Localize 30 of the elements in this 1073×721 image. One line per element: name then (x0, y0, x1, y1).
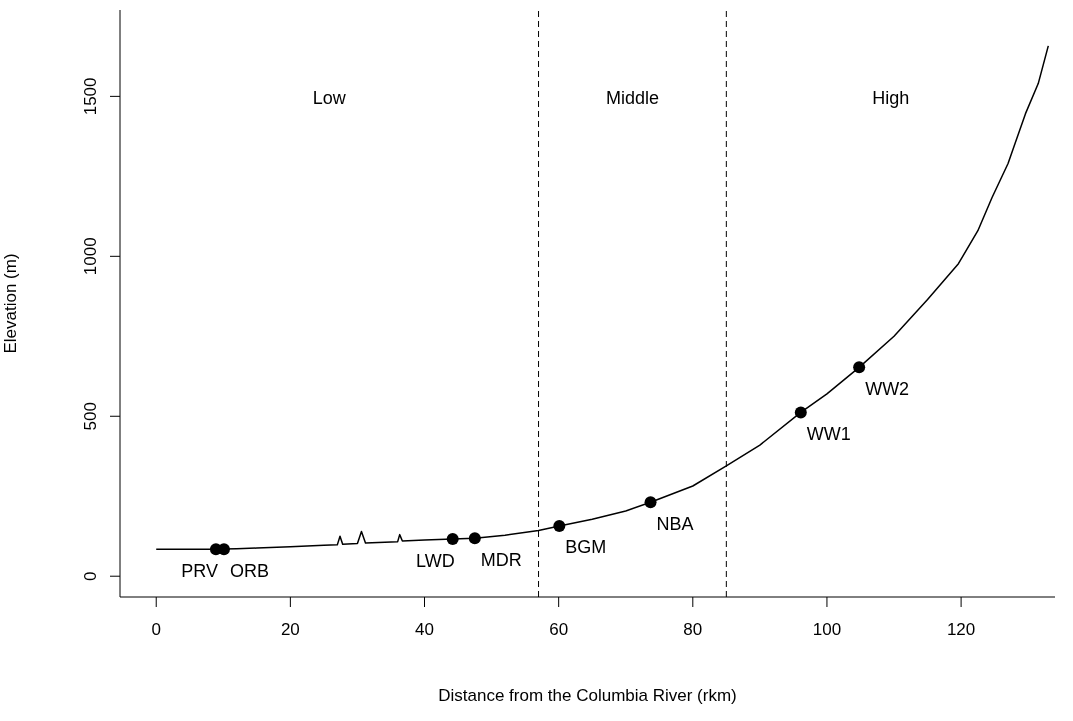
y-tick-label: 1000 (81, 237, 100, 276)
data-label: NBA (656, 513, 694, 534)
data-label: PRV (181, 560, 218, 581)
y-axis-title: Elevation (m) (1, 253, 21, 354)
x-tick-label: 100 (812, 620, 842, 640)
x-tick-label: 20 (280, 620, 300, 640)
y-tick-label: 1500 (81, 77, 100, 116)
data-label: WW2 (865, 378, 910, 399)
data-label: ORB (229, 560, 269, 581)
y-tick-label: 0 (81, 571, 100, 581)
x-tick-label: 80 (683, 620, 703, 640)
x-tick-label: 60 (549, 620, 569, 640)
x-axis-title: Distance from the Columbia River (rkm) (438, 686, 737, 705)
data-label: BGM (565, 537, 607, 558)
data-label: MDR (480, 549, 522, 570)
x-tick-label: 40 (415, 620, 434, 640)
annotation: Low (312, 88, 347, 109)
point (446, 533, 459, 546)
data-label: WW1 (806, 423, 851, 444)
data-label: LWD (416, 550, 455, 571)
x-tick-label: 0 (151, 620, 161, 640)
annotation: Middle (605, 88, 659, 109)
point (644, 496, 657, 509)
x-tick-label: 120 (946, 620, 976, 640)
point (553, 519, 566, 532)
point (794, 406, 807, 419)
point (468, 532, 481, 545)
point (853, 361, 866, 374)
y-tick-label: 500 (81, 402, 100, 431)
annotation: High (872, 88, 910, 109)
